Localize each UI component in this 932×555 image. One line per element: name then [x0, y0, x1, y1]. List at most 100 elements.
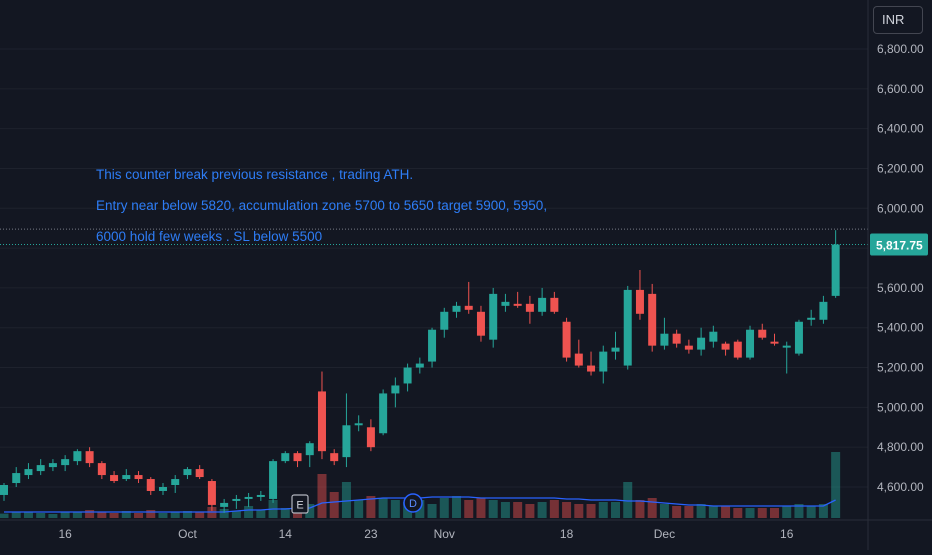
volume-layer	[0, 452, 841, 518]
chart-annotation[interactable]: This counter break previous resistance ,…	[96, 151, 616, 260]
volume-bar	[317, 474, 327, 518]
candle[interactable]	[562, 317, 571, 362]
candle[interactable]	[513, 291, 522, 308]
candle[interactable]	[611, 331, 620, 360]
candle[interactable]	[232, 494, 241, 509]
candle[interactable]	[525, 295, 534, 324]
candle[interactable]	[158, 483, 167, 495]
candle[interactable]	[342, 393, 351, 468]
candle[interactable]	[256, 490, 265, 501]
volume-bar	[280, 508, 290, 518]
candle[interactable]	[244, 492, 253, 507]
candle[interactable]	[721, 341, 730, 356]
candle[interactable]	[672, 329, 681, 348]
candle[interactable]	[220, 498, 229, 513]
candle[interactable]	[440, 307, 449, 338]
candle[interactable]	[110, 471, 119, 484]
candle-body	[244, 496, 253, 499]
candle-body	[501, 301, 510, 306]
candle[interactable]	[171, 475, 180, 493]
candle-body	[415, 363, 424, 368]
candle-body	[269, 461, 278, 499]
candle-body	[538, 297, 547, 312]
candle[interactable]	[0, 483, 8, 501]
candle[interactable]	[733, 339, 742, 360]
candle[interactable]	[697, 327, 706, 356]
candle[interactable]	[146, 477, 155, 495]
candle[interactable]	[97, 461, 106, 480]
candle[interactable]	[660, 317, 669, 350]
candle[interactable]	[354, 415, 363, 432]
candle[interactable]	[428, 327, 437, 368]
candle[interactable]	[709, 325, 718, 348]
candle[interactable]	[403, 363, 412, 392]
candle[interactable]	[550, 291, 559, 314]
volume-bar	[329, 492, 339, 518]
candle[interactable]	[293, 451, 302, 468]
candle[interactable]	[452, 301, 461, 318]
candle[interactable]	[464, 281, 473, 314]
time-tick-label: 23	[364, 527, 378, 541]
candle[interactable]	[195, 465, 204, 480]
candle[interactable]	[305, 441, 314, 468]
candle[interactable]	[648, 283, 657, 352]
candle[interactable]	[574, 339, 583, 368]
candle[interactable]	[599, 345, 608, 384]
candle[interactable]	[183, 467, 192, 480]
time-tick-label: 16	[58, 527, 72, 541]
candle[interactable]	[379, 389, 388, 436]
candle[interactable]	[831, 230, 840, 298]
candle[interactable]	[819, 295, 828, 324]
candle[interactable]	[48, 459, 57, 472]
price-tick-label: 5,200.00	[877, 361, 924, 375]
candle[interactable]	[782, 341, 791, 374]
candle[interactable]	[85, 447, 94, 468]
candle[interactable]	[330, 449, 339, 466]
candle[interactable]	[317, 371, 326, 460]
price-axis[interactable]: 4,600.00 4,800.00 5,000.00 5,200.00 5,400.00…	[868, 0, 932, 550]
candle[interactable]	[281, 451, 290, 464]
candle-body	[440, 311, 449, 330]
candle[interactable]	[684, 339, 693, 354]
candle[interactable]	[269, 459, 278, 503]
candle[interactable]	[24, 463, 33, 480]
candle[interactable]	[794, 319, 803, 356]
volume-bar	[354, 500, 364, 518]
candle[interactable]	[538, 287, 547, 316]
candle[interactable]	[122, 469, 131, 482]
candle[interactable]	[501, 293, 510, 312]
candle[interactable]	[758, 323, 767, 340]
dividend-marker[interactable]: D	[403, 493, 423, 513]
candle[interactable]	[489, 287, 498, 348]
candle[interactable]	[635, 269, 644, 320]
current-price-label: 5,817.75	[876, 239, 923, 253]
candle[interactable]	[36, 459, 45, 476]
candle[interactable]	[415, 357, 424, 374]
volume-bar	[219, 509, 229, 518]
earnings-marker[interactable]: E	[291, 494, 309, 514]
candle[interactable]	[746, 325, 755, 360]
candle[interactable]	[73, 449, 82, 466]
candle[interactable]	[807, 309, 816, 326]
candle[interactable]	[12, 467, 21, 487]
candle[interactable]	[476, 305, 485, 342]
volume-bar	[158, 513, 168, 518]
currency-button[interactable]: INR	[873, 6, 923, 34]
candle-body	[183, 469, 192, 476]
volume-bar	[659, 504, 669, 518]
candle[interactable]	[587, 351, 596, 376]
candle[interactable]	[366, 419, 375, 452]
candle[interactable]	[770, 333, 779, 346]
candle[interactable]	[623, 285, 632, 370]
candle[interactable]	[207, 479, 216, 511]
candle[interactable]	[61, 455, 70, 472]
volume-bar	[97, 512, 107, 518]
candle[interactable]	[134, 471, 143, 484]
candle[interactable]	[391, 377, 400, 408]
candle-body	[648, 293, 657, 346]
candle-body	[207, 481, 216, 505]
